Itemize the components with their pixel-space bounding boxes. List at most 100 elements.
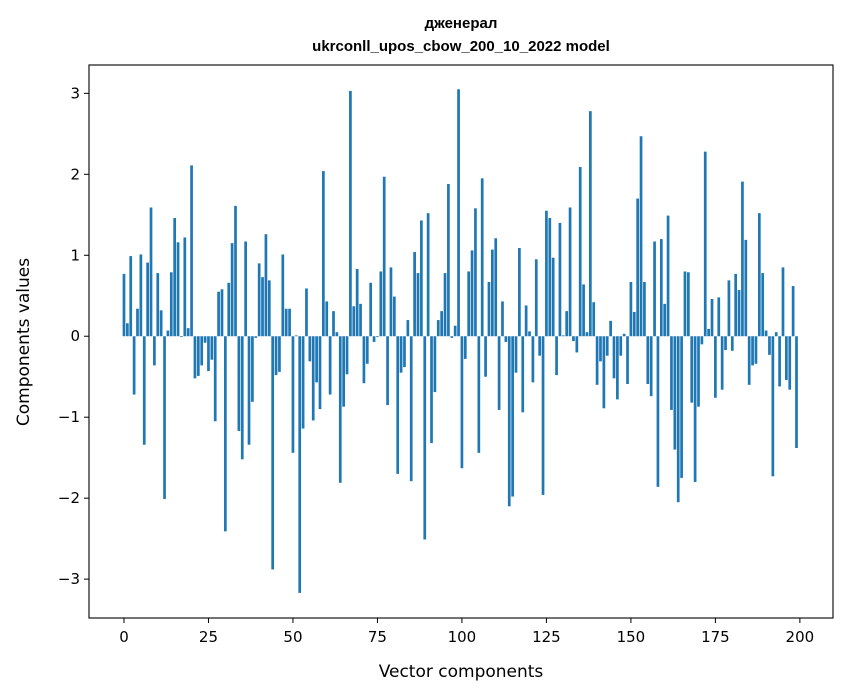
bar-64 [338,336,342,483]
bar-124 [541,336,545,495]
bar-84 [406,320,410,337]
bar-77 [382,176,386,337]
bar-66 [345,336,349,375]
bar-73 [369,282,373,337]
bar-50 [291,336,295,453]
bar-71 [362,336,366,384]
y-axis: −3 −2 −1 0 1 2 3 [58,84,89,588]
bar-11 [159,310,163,337]
y-tick-label: −2 [58,489,80,507]
x-tick-label: 125 [532,628,561,646]
bar-9 [153,336,156,366]
bar-74 [372,336,376,342]
bar-48 [284,308,288,337]
bar-172 [703,151,707,337]
bar-192 [771,336,775,477]
bar-41 [261,277,264,337]
bar-35 [240,336,244,460]
bar-51 [294,335,298,337]
bar-167 [687,272,690,337]
bar-26 [210,336,214,360]
bar-168 [690,336,694,403]
bar-193 [774,332,778,337]
bar-196 [785,336,788,380]
bar-32 [230,243,234,337]
x-axis-label: Vector components [379,662,544,682]
bar-154 [643,281,646,337]
bar-164 [676,336,680,503]
bar-34 [237,336,241,431]
bar-181 [734,273,738,337]
bar-43 [267,280,271,337]
bars-group [122,89,798,593]
bar-170 [697,336,700,407]
bar-189 [761,273,765,337]
bar-16 [176,242,180,337]
bar-109 [490,249,494,337]
bar-30 [224,336,227,532]
bar-179 [727,280,731,337]
bar-14 [169,272,173,337]
bar-147 [619,336,623,356]
bar-182 [737,290,741,337]
bar-180 [730,336,734,351]
bar-1 [126,323,129,337]
bar-93 [436,320,440,337]
bar-171 [700,336,704,345]
bar-22 [196,336,200,376]
bar-42 [264,234,268,337]
bar-123 [538,336,542,356]
bar-117 [518,247,521,337]
bar-136 [582,284,585,337]
bar-69 [355,269,359,337]
bar-88 [420,220,423,337]
bar-91 [430,336,433,444]
bar-130 [561,335,565,337]
bar-2 [129,256,133,337]
bar-89 [423,336,427,540]
x-tick-label: 100 [448,628,477,646]
bar-159 [659,239,663,337]
bar-194 [778,336,781,387]
bar-47 [281,254,285,337]
bar-96 [447,184,450,337]
bar-39 [254,336,258,338]
bar-52 [298,336,302,593]
bar-175 [714,336,717,398]
bar-17 [180,336,183,338]
bar-134 [575,336,579,353]
bar-61 [328,336,332,395]
bar-162 [670,336,673,410]
bar-116 [514,336,518,373]
x-tick-label: 150 [617,628,646,646]
x-tick-label: 25 [199,628,218,646]
bar-119 [524,305,528,337]
bar-191 [768,336,771,355]
bar-135 [578,167,582,337]
bar-145 [612,336,616,379]
bar-139 [592,302,596,337]
bar-173 [707,328,710,337]
bar-137 [585,332,589,337]
bar-125 [545,210,548,337]
bar-186 [751,336,754,366]
bar-59 [322,171,325,337]
bar-8 [149,207,153,337]
x-tick-label: 75 [368,628,387,646]
x-tick-label: 0 [119,628,129,646]
bar-140 [595,336,599,385]
bar-24 [203,336,207,343]
bar-6 [142,336,146,445]
x-tick-label: 200 [786,628,815,646]
bar-127 [551,257,555,337]
y-tick-label: 2 [70,165,80,183]
bar-44 [271,336,275,570]
bar-76 [379,271,383,337]
bar-138 [588,111,592,337]
bar-102 [467,271,471,337]
bar-4 [136,308,139,337]
bar-190 [764,330,768,337]
bar-68 [352,306,356,337]
bar-166 [683,271,687,337]
bar-152 [636,198,640,337]
